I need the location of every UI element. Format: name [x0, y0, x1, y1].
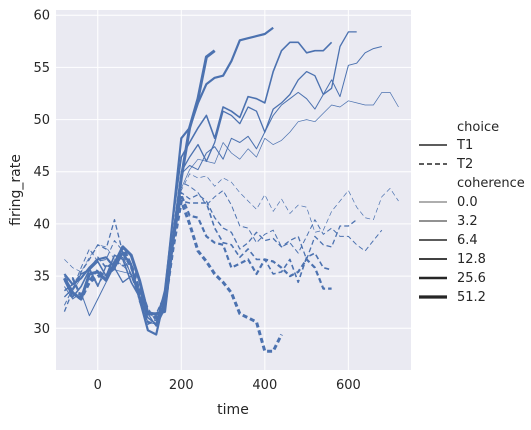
y-tick-label: 35: [33, 270, 50, 285]
y-axis-label: firing_rate: [8, 154, 24, 226]
y-tick-label: 45: [33, 165, 50, 180]
legend-label-coherence: 0.0: [457, 195, 478, 210]
legend-title-choice: choice: [457, 120, 499, 135]
y-tick-label: 30: [33, 322, 50, 337]
series-lines: [63, 26, 399, 353]
plot-area: [56, 10, 411, 370]
legend-label-coherence: 51.2: [457, 290, 486, 305]
legend: choice T1 T2 coherence 0.0 3.2 6.4 12.8 25.6 51.…: [419, 120, 525, 305]
legend-label-coherence: 3.2: [457, 214, 478, 229]
series-line-t1-0: [64, 92, 399, 317]
series-line-t2-12-8: [63, 200, 332, 325]
series-line-t2-51-2: [63, 199, 283, 353]
series-line-t1-12-8: [63, 41, 333, 325]
legend-label-coherence: 6.4: [457, 233, 478, 248]
y-tick-label: 60: [33, 9, 50, 24]
legend-label-t1: T1: [456, 138, 473, 153]
y-tick-label: 50: [33, 113, 50, 128]
x-tick-label: 600: [336, 378, 361, 393]
series-line-t1-51-2: [63, 49, 216, 316]
legend-label-coherence: 12.8: [457, 252, 486, 267]
series-line-t2-3-2: [63, 181, 383, 323]
x-tick-label: 400: [252, 378, 277, 393]
tick-labels: 0 200 400 600 30 35 40 45 50 55 60: [33, 9, 360, 393]
x-tick-label: 200: [169, 378, 194, 393]
series-line-t2-25-6: [64, 193, 332, 326]
x-tick-label: 0: [94, 378, 102, 393]
series-line-t2-0: [64, 173, 399, 319]
series-line-t2-6-4: [63, 191, 358, 315]
x-axis-label: time: [217, 402, 249, 418]
legend-label-coherence: 25.6: [457, 271, 486, 286]
legend-title-coherence: coherence: [457, 176, 525, 191]
y-tick-label: 55: [33, 61, 50, 76]
gridlines: [56, 10, 411, 370]
legend-label-t2: T2: [456, 157, 473, 172]
y-tick-label: 40: [33, 217, 50, 232]
